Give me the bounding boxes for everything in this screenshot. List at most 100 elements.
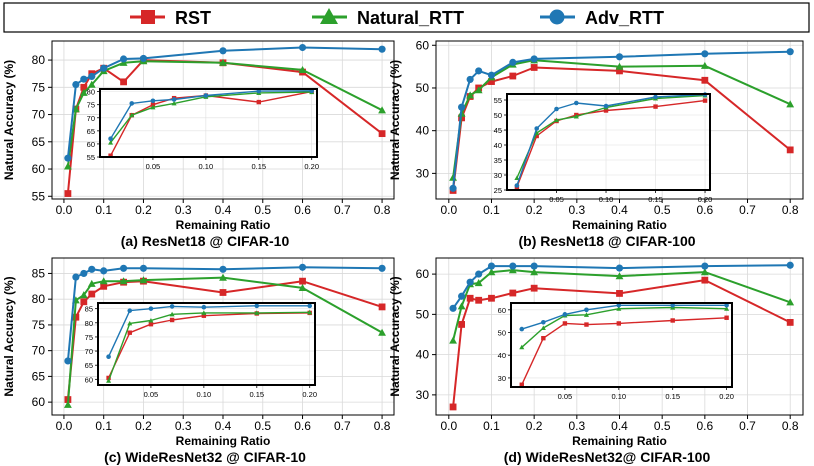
data-point-adv-rtt <box>378 45 386 53</box>
x-tick-label: 0.1 <box>95 203 112 217</box>
data-point-natural-rtt <box>530 268 539 276</box>
y-tick-label: 80 <box>32 53 46 67</box>
inset-data-point-rst <box>108 153 113 158</box>
x-tick-label: 0.5 <box>654 419 671 433</box>
data-point-rst <box>530 64 538 71</box>
inset-data-point-adv-rtt <box>554 106 559 112</box>
x-axis-label: Remaining Ratio <box>176 434 271 448</box>
data-point-rst <box>701 276 709 284</box>
y-tick-label: 60 <box>416 38 430 52</box>
data-point-adv-rtt <box>466 278 474 286</box>
data-point-rst <box>701 76 709 84</box>
x-tick-label: 0.7 <box>334 419 351 433</box>
data-point-rst <box>616 67 623 75</box>
x-tick-label: 0.8 <box>782 419 799 433</box>
inset-data-point-rst <box>724 315 729 320</box>
data-point-rst <box>299 277 306 285</box>
data-point-natural-rtt <box>63 400 72 408</box>
inset-y-tick-label: 80 <box>87 88 95 97</box>
inset-data-point-adv-rtt <box>169 304 175 309</box>
data-point-natural-rtt <box>700 61 709 69</box>
x-tick-label: 0.2 <box>526 203 543 217</box>
y-tick-label: 75 <box>32 318 46 332</box>
inset-data-point-rst <box>534 133 539 139</box>
data-point-adv-rtt <box>701 262 709 270</box>
data-point-rst <box>466 294 474 302</box>
inset-x-tick-label: 0.15 <box>249 390 264 399</box>
x-tick-label: 0.3 <box>175 419 192 433</box>
inset-data-point-rst <box>150 102 156 107</box>
inset-x-tick-label: 0.15 <box>648 195 663 204</box>
legend-marker-square <box>141 10 155 24</box>
legend-entry-natural-rtt: Natural_RTT <box>312 8 464 28</box>
data-point-adv-rtt <box>139 264 148 272</box>
y-tick-label: 60 <box>32 395 46 409</box>
x-tick-label: 0.8 <box>782 203 799 217</box>
data-point-rst <box>509 72 517 80</box>
data-point-adv-rtt <box>475 270 483 278</box>
x-tick-label: 0.4 <box>215 203 232 217</box>
inset-x-tick-label: 0.05 <box>549 195 564 204</box>
inset-y-tick-label: 40 <box>494 141 502 150</box>
inset-y-tick-label: 30 <box>498 374 506 383</box>
inset-data-point-adv-rtt <box>724 302 729 308</box>
data-point-rst <box>80 298 88 306</box>
inset-frame <box>510 302 733 388</box>
inset-data-point-adv-rtt <box>616 302 622 308</box>
y-axis-label: Natural Accuracy (%) <box>388 276 402 396</box>
data-point-rst <box>80 83 88 91</box>
x-tick-label: 0.8 <box>374 203 391 217</box>
inset-data-point-adv-rtt <box>653 94 658 100</box>
inset-y-tick-label: 50 <box>498 329 506 338</box>
inset-data-point-adv-rtt <box>603 103 609 109</box>
inset-data-point-rst <box>256 99 261 105</box>
inset-data-point-rst <box>670 318 675 323</box>
legend-entry-adv-rtt: Adv_RTT <box>540 8 664 28</box>
data-point-rst <box>530 284 538 292</box>
data-point-natural-rtt <box>219 273 227 281</box>
x-tick-label: 0.0 <box>56 419 73 433</box>
inset-x-tick-label: 0.10 <box>197 390 212 399</box>
data-point-adv-rtt <box>219 265 227 273</box>
inset-data-point-adv-rtt <box>562 312 568 317</box>
y-tick-label: 80 <box>32 292 46 306</box>
inset-data-point-adv-rtt <box>574 100 579 106</box>
data-point-rst <box>488 294 495 302</box>
legend-marker-circle <box>549 9 565 25</box>
inset-data-point-natural-rtt <box>127 320 133 326</box>
y-tick-label: 85 <box>32 266 46 280</box>
data-point-rst <box>449 403 457 411</box>
inset-data-point-adv-rtt <box>148 306 154 311</box>
data-point-adv-rtt <box>80 269 88 278</box>
inset-data-point-natural-rtt <box>514 175 520 181</box>
x-tick-label: 0.7 <box>334 203 351 217</box>
inset-y-tick-label: 60 <box>85 375 93 384</box>
data-point-adv-rtt <box>449 184 457 192</box>
inset-chart: 0.05 0.10 0.15 0.20 30 40 50 60 <box>498 302 734 401</box>
x-tick-label: 0.4 <box>611 203 628 217</box>
x-axis-label: Remaining Ratio <box>176 218 271 232</box>
x-tick-label: 0.3 <box>568 419 585 433</box>
inset-y-tick-label: 30 <box>494 171 502 180</box>
x-tick-label: 0.8 <box>374 419 391 433</box>
chart-panel-c: 0.0 0.1 0.2 0.3 0.4 0.5 0.6 0.7 0.8 60 65 70 75 80 85 R… <box>2 257 395 465</box>
x-tick-label: 0.5 <box>254 203 271 217</box>
data-point-adv-rtt <box>786 48 794 56</box>
y-tick-label: 30 <box>416 166 430 180</box>
data-point-adv-rtt <box>615 264 624 272</box>
x-tick-label: 0.3 <box>568 203 585 217</box>
inset-data-point-natural-rtt <box>169 311 175 317</box>
chart-panel-d: 0.0 0.1 0.2 0.3 0.4 0.5 0.6 0.7 0.8 30 40 50 60 Remai… <box>388 257 804 465</box>
inset-x-tick-label: 0.20 <box>302 390 317 399</box>
inset-plot-area <box>100 89 317 157</box>
data-point-adv-rtt <box>487 262 496 270</box>
chart-title: (b) ResNet18 @ CIFAR-100 <box>518 233 695 249</box>
data-point-adv-rtt <box>100 64 108 72</box>
x-tick-label: 0.0 <box>440 203 457 217</box>
y-tick-label: 55 <box>32 189 46 203</box>
inset-data-point-natural-rtt <box>540 325 546 330</box>
x-tick-label: 0.4 <box>215 419 232 433</box>
x-tick-label: 0.0 <box>440 419 457 433</box>
inset-data-point-adv-rtt <box>129 101 135 106</box>
inset-x-tick-label: 0.10 <box>612 392 627 401</box>
